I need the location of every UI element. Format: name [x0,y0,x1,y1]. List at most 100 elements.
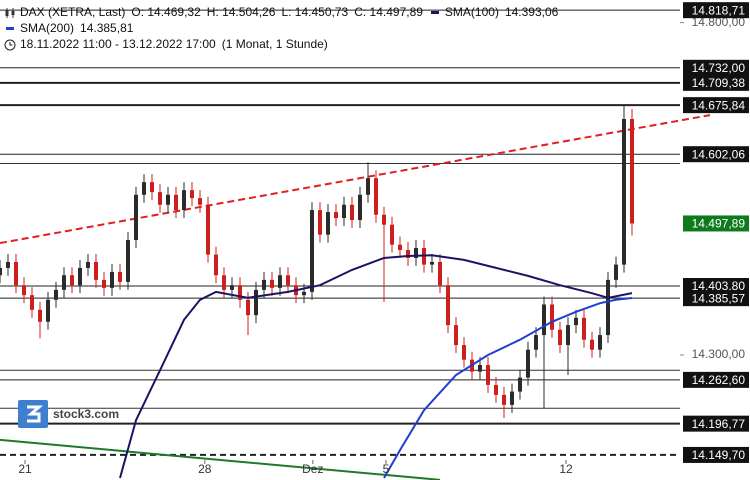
candle-body [326,212,330,235]
candle-body [270,279,274,288]
legend-value: 14.393,06 [504,5,559,19]
price-tag [683,290,749,307]
candle-body [30,295,34,310]
legend-value: 14.385,81 [80,21,134,35]
price-tag-label: 14.385,57 [692,291,746,305]
x-tick-label: 21 [18,462,32,476]
header-row: SMA(200) 14.385,81 [4,20,564,36]
candle-body [54,289,58,300]
candle-body [110,271,114,288]
candle-body [118,271,122,282]
candle-body [238,285,242,300]
candle-body [518,377,522,392]
candle-body [254,289,258,316]
chart-header: DAX (XETRA, Last) O: 14.469,32 H: 14.504,2… [4,4,564,52]
legend-swatch [6,27,14,31]
candle-body [454,325,458,346]
candle-body [486,364,490,385]
candle-body [590,339,594,350]
candle-body [286,275,290,286]
candle-body [438,261,442,286]
candle-body [622,119,626,265]
price-tag [683,74,749,91]
candle-body [382,214,386,225]
candle-body [614,264,618,280]
candle-body [374,178,378,215]
header-row: 18.11.2022 11:00 - 13.12.2022 17:00 (1 Mo… [4,36,564,52]
candle-body [542,304,546,336]
candle-body [310,210,314,292]
candle-body [526,349,530,378]
x-tick-label: 28 [198,462,212,476]
price-tag-label: 14.602,06 [692,147,746,161]
candle-body [566,325,570,346]
ohlc: L: 14.450,73 [281,5,349,19]
candle-body [62,275,66,290]
candle-body [246,299,250,316]
logo-glyph [27,405,43,423]
candle-body [46,299,50,322]
legend-name: SMA(200) [20,21,75,35]
candle-body [302,291,306,296]
price-tag [683,59,749,76]
candle-body [318,210,322,235]
candle-body [350,204,354,221]
price-tag-label: 14.497,89 [692,217,746,231]
legend-swatch [430,11,439,15]
candle-body [166,194,170,205]
candle-body [190,190,194,199]
candle-body [222,275,226,290]
candle-body [134,194,138,240]
sma-line [383,297,633,479]
candle-body [582,317,586,340]
candle-body [606,279,610,336]
candle-body [262,279,266,290]
trendline [0,438,441,480]
price-tag [683,215,749,232]
clock-icon [4,39,16,51]
candle-body [478,364,482,372]
candle-body [406,249,410,258]
candle-body [158,192,162,205]
candle-body [430,261,434,265]
candle-body [182,190,186,211]
candle-body [358,194,362,221]
price-tag [683,278,749,295]
candle-body [86,261,90,268]
price-tag [683,2,749,19]
ohlc: C: 14.497,89 [354,5,423,19]
candle-body [14,261,18,286]
candle-body [0,267,2,276]
instrument: DAX (XETRA, Last) [20,5,126,19]
candle-body [558,329,562,346]
price-tag [683,415,749,432]
candle-body [174,194,178,211]
candle-body [150,182,154,193]
candle-body [494,384,498,395]
candle-body [462,345,466,360]
candle-body [126,240,130,282]
candle-body [214,254,218,276]
y-tick-label: 14.300,00 [692,347,746,361]
candle-body [598,335,602,350]
candle-body [78,267,82,286]
candle-body [94,261,98,280]
candle-icon [5,7,15,18]
y-tick-label: 14.800,00 [692,15,746,29]
candle-body [510,391,514,405]
interval: (1 Monat, 1 Stunde) [221,37,328,51]
candle-body [534,335,538,350]
header-row: DAX (XETRA, Last) O: 14.469,32 H: 14.504,2… [4,4,564,20]
candle-body [366,178,370,195]
candle-body [230,285,234,290]
ohlc: H: 14.504,26 [206,5,276,19]
price-tag-label: 14.675,84 [692,98,746,112]
legend-name: SMA(100) [444,5,499,19]
candle-body [142,182,146,195]
price-tag-label: 14.709,38 [692,76,746,90]
x-tick-label: 5 [383,462,390,476]
price-tag-label: 14.262,60 [692,373,746,387]
sma-line [119,254,633,479]
